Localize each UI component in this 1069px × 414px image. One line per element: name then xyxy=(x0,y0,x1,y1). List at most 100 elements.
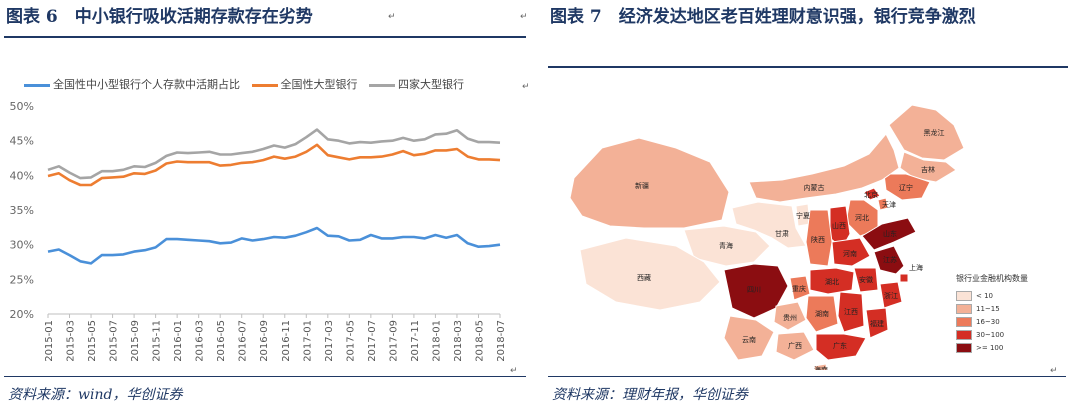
x-tick-label: 2016-05 xyxy=(216,320,227,362)
province-label: 辽宁 xyxy=(899,183,913,192)
y-tick-label: 25% xyxy=(10,273,34,286)
province-label: 安徽 xyxy=(859,275,873,284)
legend-item: 四家大型银行 xyxy=(369,76,464,92)
province-label: 西藏 xyxy=(637,273,651,282)
x-tick-label: 2016-11 xyxy=(281,320,292,362)
province-label: 湖北 xyxy=(825,277,839,286)
map-legend-row: < 10 xyxy=(956,291,1028,304)
x-tick-label: 2015-11 xyxy=(152,320,163,362)
x-tick-label: 2017-07 xyxy=(367,320,378,362)
x-tick-label: 2016-03 xyxy=(195,320,206,362)
province-label: 宁夏 xyxy=(796,211,810,220)
map-legend-label: 16~30 xyxy=(976,318,1000,326)
series-line xyxy=(47,128,501,180)
paragraph-mark: ↵ xyxy=(1050,366,1058,376)
y-tick-label: 40% xyxy=(10,169,34,182)
line-chart: 20% 25% 30% 35% 40% 45% 50% 2015-01 2015-03 2015-… xyxy=(10,100,507,362)
map-legend-row: 30~100 xyxy=(956,330,1028,343)
title-rule xyxy=(548,66,1068,68)
paragraph-mark: ↵ xyxy=(510,366,518,376)
x-tick-label: 2015-05 xyxy=(87,320,98,362)
map-legend-label: >= 100 xyxy=(976,344,1004,352)
x-tick-label: 2017-09 xyxy=(388,320,399,362)
province-label: 贵州 xyxy=(783,313,797,322)
map-legend-label: 11~15 xyxy=(976,305,1000,313)
province-neimenggu xyxy=(748,133,900,203)
x-tick-label: 2016-09 xyxy=(259,320,270,362)
province-label: 黑龙江 xyxy=(924,128,945,137)
paragraph-mark: ↵ xyxy=(522,82,530,92)
figure-7-title: 图表 7 经济发达地区老百姓理财意识强，银行竞争激烈 xyxy=(550,7,976,27)
x-tick-label: 2018-07 xyxy=(496,320,507,362)
province-anhui xyxy=(853,267,879,293)
province-yunnan xyxy=(723,315,775,361)
legend-label: 全国性中小型银行个人存款中活期占比 xyxy=(53,78,240,91)
y-tick-label: 35% xyxy=(10,204,34,217)
province-label: 浙江 xyxy=(884,291,898,300)
x-tick-label: 2015-07 xyxy=(109,320,120,362)
province-label: 青海 xyxy=(719,241,733,250)
province-label: 四川 xyxy=(747,286,761,294)
province-label: 河南 xyxy=(843,249,857,258)
province-label: 天津 xyxy=(882,201,896,209)
province-zhejiang xyxy=(879,281,903,309)
figure-6-panel: 图表 6 中小银行吸收活期存款存在劣势 ↵ ↵ 全国性中小型银行个人存款中活期占… xyxy=(0,0,530,414)
province-label: 吉林 xyxy=(921,165,935,174)
chart-legend: 全国性中小型银行个人存款中活期占比 全国性大型银行 四家大型银行 xyxy=(24,76,472,92)
china-map: 黑龙江 吉林 辽宁 内蒙古 新疆 北京 天津 河北 山西 山东 宁夏 甘肃 青海… xyxy=(569,104,965,370)
province-hainan xyxy=(813,363,828,370)
figure-7-source: 资料来源：理财年报，华创证券 xyxy=(552,387,748,403)
province-beijing xyxy=(863,187,881,201)
province-label: 重庆 xyxy=(792,284,806,293)
source-rule xyxy=(4,376,526,377)
legend-swatch xyxy=(956,304,972,314)
province-label: 云南 xyxy=(742,335,756,344)
map-legend-label: 30~100 xyxy=(976,331,1005,339)
x-tick-label: 2016-07 xyxy=(238,320,249,362)
title-rule xyxy=(4,36,526,38)
legend-swatch xyxy=(956,343,972,353)
series-line xyxy=(47,143,501,187)
province-shanghai xyxy=(899,273,909,283)
province-label: 陕西 xyxy=(811,235,825,244)
province-label: 北京 xyxy=(864,190,878,199)
province-label: 湖南 xyxy=(815,309,829,318)
map-legend-title: 银行业金融机构数量 xyxy=(956,274,1028,283)
map-legend-row: >= 100 xyxy=(956,343,1028,356)
map-legend-label: < 10 xyxy=(976,292,993,300)
province-label: 甘肃 xyxy=(775,229,789,238)
province-guangdong xyxy=(815,333,867,361)
province-hubei xyxy=(809,267,855,295)
map-legend: 银行业金融机构数量 < 10 11~15 16~30 30~100 >= 100 xyxy=(956,274,1028,356)
province-guangxi xyxy=(775,331,815,361)
y-tick-label: 50% xyxy=(10,100,34,113)
legend-swatch xyxy=(251,83,278,87)
province-henan xyxy=(831,237,871,267)
province-jilin xyxy=(899,151,957,183)
legend-label: 全国性大型银行 xyxy=(280,78,358,91)
legend-swatch xyxy=(24,83,50,87)
figure-7-panel: 图表 7 经济发达地区老百姓理财意识强，银行竞争激烈 xyxy=(544,0,1069,414)
province-fujian xyxy=(865,307,889,339)
x-tick-label: 2017-03 xyxy=(324,320,335,362)
x-tick-label: 2015-01 xyxy=(44,320,55,362)
province-guizhou xyxy=(773,301,807,331)
x-tick-label: 2018-05 xyxy=(474,320,485,362)
province-tianjin xyxy=(877,197,889,211)
legend-label: 四家大型银行 xyxy=(398,78,464,91)
figure-6-source: 资料来源：wind，华创证券 xyxy=(8,387,183,403)
y-tick-label: 45% xyxy=(10,135,34,148)
province-label: 山东 xyxy=(883,229,897,238)
legend-swatch xyxy=(956,291,972,301)
y-tick-label: 30% xyxy=(10,239,34,252)
province-label: 福建 xyxy=(870,319,884,328)
province-label: 内蒙古 xyxy=(804,183,825,192)
province-label: 新疆 xyxy=(635,181,649,190)
map-legend-row: 11~15 xyxy=(956,304,1028,317)
province-label: 江西 xyxy=(844,308,858,316)
series-line xyxy=(47,226,501,265)
province-label: 山西 xyxy=(832,221,846,230)
figure-6-title: 图表 6 中小银行吸收活期存款存在劣势 xyxy=(6,7,313,27)
province-jiangsu xyxy=(873,245,905,275)
legend-item: 全国性大型银行 xyxy=(251,76,358,92)
